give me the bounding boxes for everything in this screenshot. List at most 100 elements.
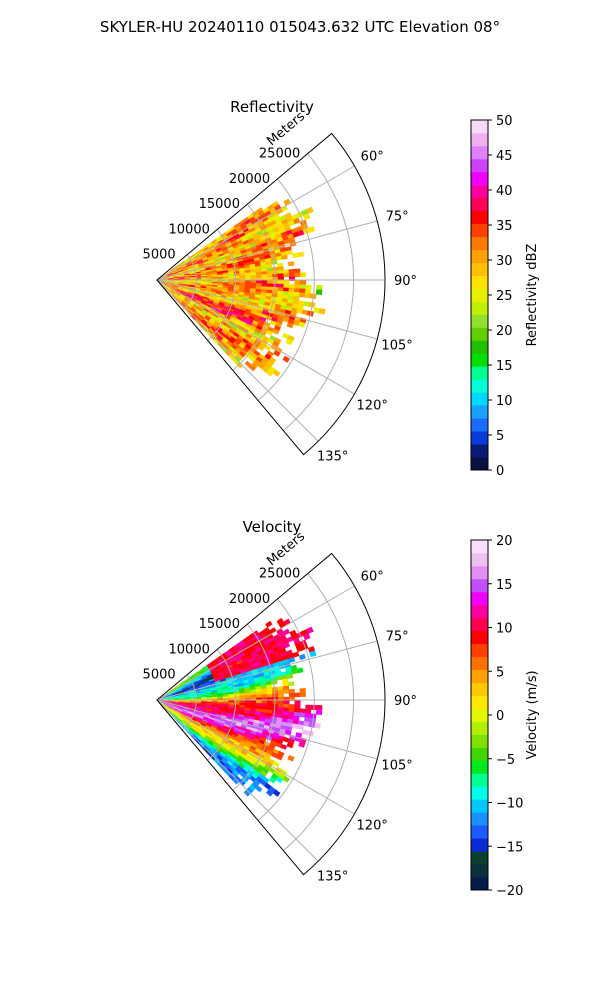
field-cell [171,689,178,693]
field-cell [248,660,256,666]
field-cell [199,685,206,689]
field-cell [202,717,209,722]
field-cell [161,283,166,288]
field-cell [203,737,209,744]
field-cell [303,721,310,727]
field-cell [222,692,229,695]
field-cell [167,274,174,277]
field-cell [238,268,245,272]
field-cell [239,702,246,706]
field-cell [167,696,174,699]
field-cell [266,267,273,272]
field-cell [215,245,222,251]
field-cell [219,751,227,758]
field-cell [214,663,221,669]
field-cell [193,251,199,256]
field-cell [244,323,252,329]
field-cell [214,749,221,756]
field-cell [203,308,210,313]
field-cell [259,761,267,769]
field-cell [228,353,236,361]
field-cell [231,334,239,341]
field-cell [189,692,196,695]
field-cell [173,696,180,698]
field-cell [193,672,200,677]
field-cell [278,700,285,705]
colorbar-segment [471,431,488,445]
field-cell [228,338,235,345]
field-cell [283,280,290,285]
field-cell [225,242,233,248]
field-cell [235,237,243,243]
field-cell [197,715,204,720]
field-cell [236,361,243,369]
field-cell [162,698,169,700]
field-cell [255,688,262,693]
field-cell [184,698,191,700]
field-cell [173,277,180,279]
field-cell [239,284,246,288]
field-cell [275,776,284,784]
field-cell [161,703,166,708]
range-ring [232,203,276,371]
field-cell [281,298,289,303]
field-cell [171,690,178,694]
field-cell [201,730,208,736]
field-cell [249,766,257,774]
field-cell [162,280,169,282]
field-cell [206,252,213,257]
field-cell [237,313,244,319]
range-tick-label: 25000 [259,147,300,162]
field-cell [177,706,184,710]
field-cell [171,689,178,693]
azimuth-spoke [156,699,355,815]
field-cell [194,310,201,316]
field-cell [269,335,277,342]
field-cell [234,307,241,312]
field-cell [258,210,266,217]
colorbar-tick-label: 10 [496,622,513,637]
field-cell [166,692,173,696]
field-cell [207,255,214,260]
field-cell [208,730,215,736]
field-cell [178,701,185,703]
field-cell [172,285,179,289]
field-cell [225,651,233,657]
field-cell [162,275,168,279]
field-cell [200,740,207,746]
field-cell [188,310,194,316]
field-cell [287,681,295,687]
field-cell [208,298,215,303]
field-cell [190,698,196,700]
field-cell [167,273,173,276]
field-cell [203,325,210,332]
field-cell [272,273,279,278]
field-cell [212,733,219,739]
field-cell [201,700,207,702]
field-cell [228,758,235,765]
field-cell [222,747,230,754]
field-cell [166,692,173,696]
field-cell [201,277,207,280]
field-cell [251,727,258,733]
field-cell [245,700,251,704]
field-cell [288,272,295,278]
field-cell [203,715,210,719]
field-cell [219,662,227,668]
field-cell [235,657,243,663]
field-cell [266,225,274,232]
field-cell [224,240,232,246]
field-cell [239,332,246,339]
field-cell [211,688,218,692]
field-cell [233,232,240,239]
field-cell [204,316,211,322]
field-cell [166,271,173,275]
field-cell [293,712,300,717]
field-cell [232,664,240,670]
field-cell [221,291,228,295]
field-cell [172,692,179,696]
field-cell [168,698,174,700]
field-cell [210,292,217,296]
field-cell [246,761,254,768]
